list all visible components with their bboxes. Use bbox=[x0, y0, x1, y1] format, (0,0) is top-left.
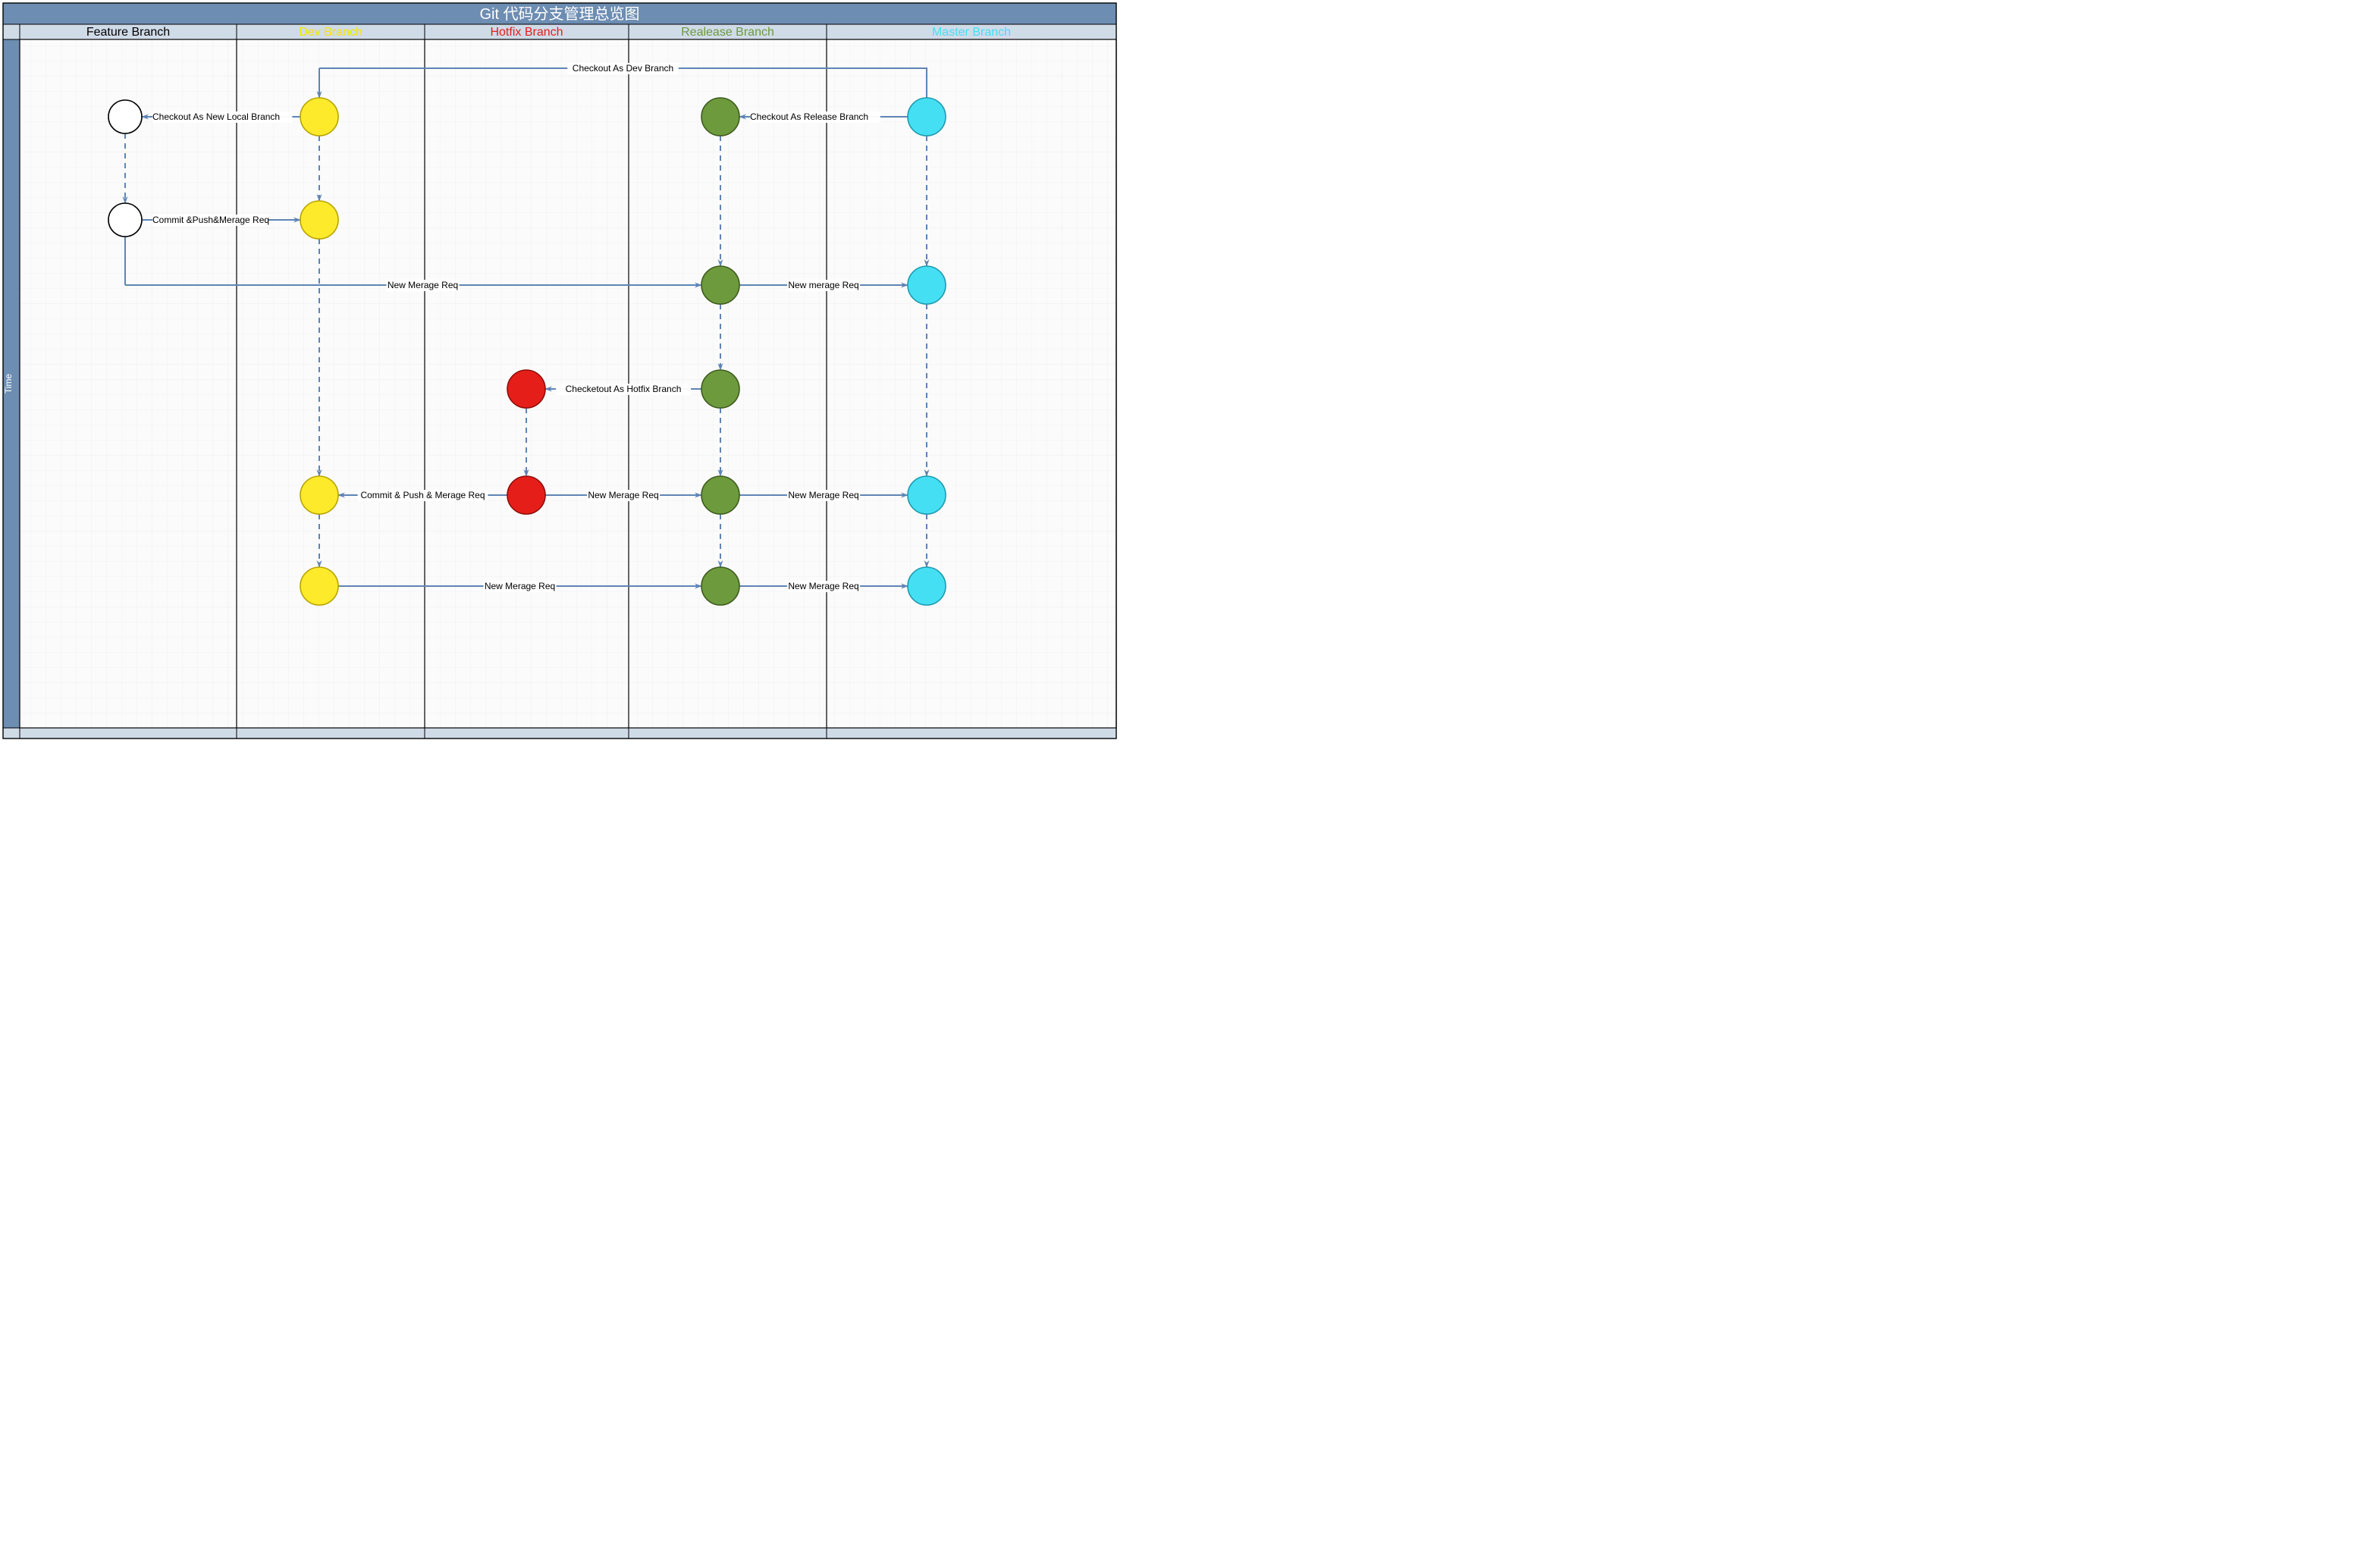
label-feature-to-release: New Merage Req bbox=[388, 280, 458, 290]
label-h5-g5: New Merage Req bbox=[588, 490, 658, 500]
col-label-master: Master Branch bbox=[932, 26, 1011, 39]
node-g5 bbox=[701, 476, 739, 514]
col-footer-feature bbox=[20, 728, 237, 739]
node-f2 bbox=[108, 203, 142, 237]
label-f2-d2: Commit &Push&Merage Req bbox=[152, 215, 269, 225]
col-footer-hotfix bbox=[425, 728, 629, 739]
diagram-title: Git 代码分支管理总览图 bbox=[479, 5, 639, 23]
node-d2 bbox=[300, 201, 338, 239]
time-rail-footer bbox=[3, 728, 20, 739]
col-footer-master bbox=[827, 728, 1116, 739]
node-g6 bbox=[701, 567, 739, 605]
node-d5 bbox=[300, 476, 338, 514]
node-g3 bbox=[701, 266, 739, 304]
label-d1-f1: Checkout As New Local Branch bbox=[152, 111, 280, 122]
node-m5 bbox=[908, 476, 946, 514]
label-g6-m6: New Merage Req bbox=[788, 581, 858, 591]
node-m6 bbox=[908, 567, 946, 605]
label-master-to-dev: Checkout As Dev Branch bbox=[573, 63, 673, 74]
col-label-feature: Feature Branch bbox=[86, 26, 170, 39]
node-d6 bbox=[300, 567, 338, 605]
col-label-hotfix: Hotfix Branch bbox=[490, 26, 563, 39]
node-g1 bbox=[701, 98, 739, 136]
col-label-release: Realease Branch bbox=[681, 26, 774, 39]
node-h4 bbox=[507, 370, 545, 408]
label-d6-g6: New Merage Req bbox=[485, 581, 555, 591]
node-d1 bbox=[300, 98, 338, 136]
time-rail-header bbox=[3, 24, 20, 39]
label-g3-m3: New merage Req bbox=[788, 280, 858, 290]
diagram-root: Git 代码分支管理总览图 Time Feature Branch Dev Branc… bbox=[0, 0, 1119, 742]
col-footer-dev bbox=[237, 728, 425, 739]
node-g4 bbox=[701, 370, 739, 408]
node-m3 bbox=[908, 266, 946, 304]
col-footer-release bbox=[629, 728, 827, 739]
time-label: Time bbox=[3, 374, 14, 394]
node-m1 bbox=[908, 98, 946, 136]
node-f1 bbox=[108, 100, 142, 133]
label-g5-m5: New Merage Req bbox=[788, 490, 858, 500]
label-h5-d5: Commit & Push & Merage Req bbox=[360, 490, 485, 500]
col-label-dev: Dev Branch bbox=[299, 26, 362, 39]
label-g4-h4: Checketout As Hotfix Branch bbox=[566, 384, 682, 394]
label-m1-g1: Checkout As Release Branch bbox=[750, 111, 868, 122]
node-h5 bbox=[507, 476, 545, 514]
